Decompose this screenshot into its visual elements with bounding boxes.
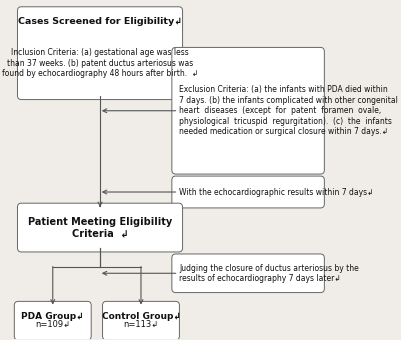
FancyBboxPatch shape: [103, 301, 179, 340]
FancyBboxPatch shape: [18, 7, 182, 100]
FancyBboxPatch shape: [14, 301, 91, 340]
Text: Cases Screened for Eligibility↲: Cases Screened for Eligibility↲: [18, 17, 182, 26]
Text: Inclusion Criteria: (a) gestational age was less
than 37 weeks. (b) patent ductu: Inclusion Criteria: (a) gestational age …: [2, 48, 198, 78]
FancyBboxPatch shape: [172, 176, 324, 208]
FancyBboxPatch shape: [172, 47, 324, 174]
Text: PDA Group↲: PDA Group↲: [21, 311, 84, 321]
Text: Exclusion Criteria: (a) the infants with PDA died within
7 days. (b) the infants: Exclusion Criteria: (a) the infants with…: [179, 85, 398, 136]
FancyBboxPatch shape: [172, 254, 324, 293]
Text: Control Group↲: Control Group↲: [101, 311, 180, 321]
Text: Patient Meeting Eligibility
Criteria  ↲: Patient Meeting Eligibility Criteria ↲: [28, 217, 172, 238]
Text: n=113↲: n=113↲: [124, 320, 159, 329]
FancyBboxPatch shape: [18, 203, 182, 252]
Text: n=109↲: n=109↲: [35, 320, 70, 329]
Text: Judging the closure of ductus arteriosus by the
results of echocardiography 7 da: Judging the closure of ductus arteriosus…: [179, 264, 359, 283]
Text: With the echocardiographic results within 7 days↲: With the echocardiographic results withi…: [179, 187, 374, 197]
